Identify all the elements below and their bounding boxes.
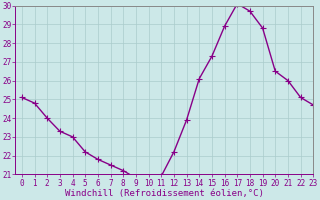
X-axis label: Windchill (Refroidissement éolien,°C): Windchill (Refroidissement éolien,°C) xyxy=(65,189,264,198)
